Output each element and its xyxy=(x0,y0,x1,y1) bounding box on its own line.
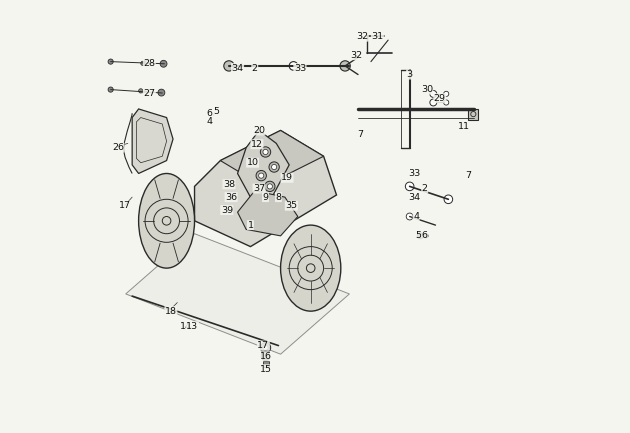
Circle shape xyxy=(260,343,271,353)
Text: 33: 33 xyxy=(294,64,306,73)
Text: 2: 2 xyxy=(252,64,258,73)
Polygon shape xyxy=(220,130,324,186)
Circle shape xyxy=(160,60,167,67)
Text: 27: 27 xyxy=(144,89,156,98)
Text: 2: 2 xyxy=(421,184,428,193)
Circle shape xyxy=(256,171,266,181)
Polygon shape xyxy=(126,234,350,354)
Text: 12: 12 xyxy=(251,140,263,149)
Text: 14: 14 xyxy=(180,322,192,331)
Text: 19: 19 xyxy=(281,173,293,182)
Text: 5: 5 xyxy=(213,107,219,116)
Text: 15: 15 xyxy=(260,365,272,374)
Circle shape xyxy=(261,352,270,361)
Circle shape xyxy=(406,213,413,220)
Polygon shape xyxy=(238,130,289,197)
Text: 17: 17 xyxy=(258,341,270,350)
Text: 4: 4 xyxy=(207,117,212,126)
Ellipse shape xyxy=(280,225,341,311)
Text: 28: 28 xyxy=(144,59,156,68)
Text: 16: 16 xyxy=(260,352,272,361)
Text: 18: 18 xyxy=(165,307,177,316)
Text: 6: 6 xyxy=(207,109,212,118)
Text: 34: 34 xyxy=(231,64,244,73)
Text: 32: 32 xyxy=(356,32,369,41)
Text: 35: 35 xyxy=(285,201,297,210)
Text: 33: 33 xyxy=(408,169,420,178)
Text: 6: 6 xyxy=(421,231,428,240)
Polygon shape xyxy=(238,191,298,236)
Circle shape xyxy=(424,234,428,238)
Text: 8: 8 xyxy=(275,193,282,202)
Text: 4: 4 xyxy=(413,212,419,221)
Text: 3: 3 xyxy=(406,70,413,79)
Text: 36: 36 xyxy=(225,193,237,202)
Circle shape xyxy=(444,100,449,105)
Circle shape xyxy=(430,90,437,97)
Text: 7: 7 xyxy=(465,171,471,180)
Circle shape xyxy=(444,91,449,97)
Circle shape xyxy=(418,233,423,239)
Text: 31: 31 xyxy=(371,32,384,41)
Text: 13: 13 xyxy=(186,322,198,331)
Text: 29: 29 xyxy=(434,94,446,103)
Text: 10: 10 xyxy=(246,158,259,167)
Text: 26: 26 xyxy=(112,143,124,152)
Circle shape xyxy=(272,165,277,170)
Text: 37: 37 xyxy=(253,184,265,193)
Circle shape xyxy=(340,61,350,71)
Text: 32: 32 xyxy=(350,51,362,60)
Circle shape xyxy=(263,149,268,155)
Circle shape xyxy=(108,87,113,92)
Circle shape xyxy=(224,61,234,71)
Circle shape xyxy=(259,173,264,178)
Text: 17: 17 xyxy=(119,201,131,210)
Text: 20: 20 xyxy=(253,126,265,135)
Text: 5: 5 xyxy=(415,231,421,240)
Ellipse shape xyxy=(139,174,195,268)
Text: 7: 7 xyxy=(357,130,363,139)
Circle shape xyxy=(108,59,113,64)
Polygon shape xyxy=(195,130,336,247)
Bar xyxy=(467,109,478,120)
Bar xyxy=(263,361,270,367)
Circle shape xyxy=(405,182,414,191)
Text: 39: 39 xyxy=(220,206,233,214)
Circle shape xyxy=(444,195,453,204)
Circle shape xyxy=(140,61,145,65)
Circle shape xyxy=(263,345,268,350)
Circle shape xyxy=(158,89,165,96)
Text: 1: 1 xyxy=(248,220,253,229)
Circle shape xyxy=(289,61,298,70)
Circle shape xyxy=(267,184,272,189)
Circle shape xyxy=(260,147,271,157)
Text: 38: 38 xyxy=(223,180,235,189)
Circle shape xyxy=(269,162,279,172)
Circle shape xyxy=(430,99,437,106)
Circle shape xyxy=(139,89,143,93)
Text: 34: 34 xyxy=(408,193,420,202)
Text: 9: 9 xyxy=(263,193,268,202)
Text: 30: 30 xyxy=(421,85,433,94)
Polygon shape xyxy=(132,109,173,174)
Circle shape xyxy=(265,181,275,191)
Text: 11: 11 xyxy=(457,122,469,131)
